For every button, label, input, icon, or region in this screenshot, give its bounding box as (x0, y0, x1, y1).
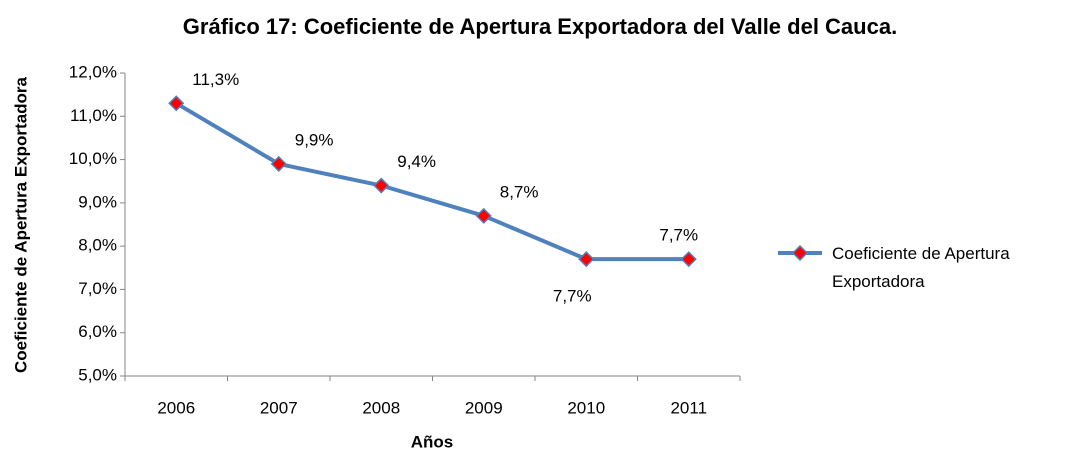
y-tick-label: 10,0% (69, 149, 117, 168)
legend-marker (791, 244, 809, 262)
x-tick-label: 2011 (670, 398, 707, 417)
data-label: 11,3% (192, 70, 239, 89)
data-point (680, 251, 697, 268)
x-tick-label: 2006 (157, 398, 195, 417)
data-label: 9,9% (295, 130, 334, 149)
x-tick-label: 2008 (362, 398, 400, 417)
data-label: 7,7% (553, 287, 592, 306)
x-axis-label: Años (411, 432, 454, 451)
y-tick-label: 6,0% (78, 322, 117, 341)
y-tick-label: 7,0% (78, 279, 117, 298)
x-tick-label: 2007 (260, 398, 298, 417)
legend-label: Coeficiente de Apertura Exportadora (832, 244, 1010, 291)
y-tick-label: 8,0% (78, 236, 117, 255)
data-point (168, 95, 185, 112)
y-tick-label: 9,0% (78, 192, 117, 211)
data-point (475, 207, 492, 224)
data-label: 8,7% (500, 182, 539, 201)
data-point (270, 155, 287, 172)
y-tick-label: 11,0% (70, 106, 117, 125)
y-tick-label: 5,0% (78, 365, 117, 384)
data-point (373, 177, 390, 194)
x-tick-label: 2009 (465, 398, 503, 417)
series-line (175, 101, 689, 262)
data-label: 7,7% (659, 226, 698, 245)
x-tick-label: 2010 (567, 398, 605, 417)
y-axis-label: Coeficiente de Apertura Exportadora (11, 76, 30, 373)
chart-title: Gráfico 17: Coeficiente de Apertura Expo… (183, 14, 897, 39)
data-label: 9,4% (397, 152, 436, 171)
data-point (578, 251, 595, 268)
y-tick-label: 12,0% (69, 62, 117, 81)
